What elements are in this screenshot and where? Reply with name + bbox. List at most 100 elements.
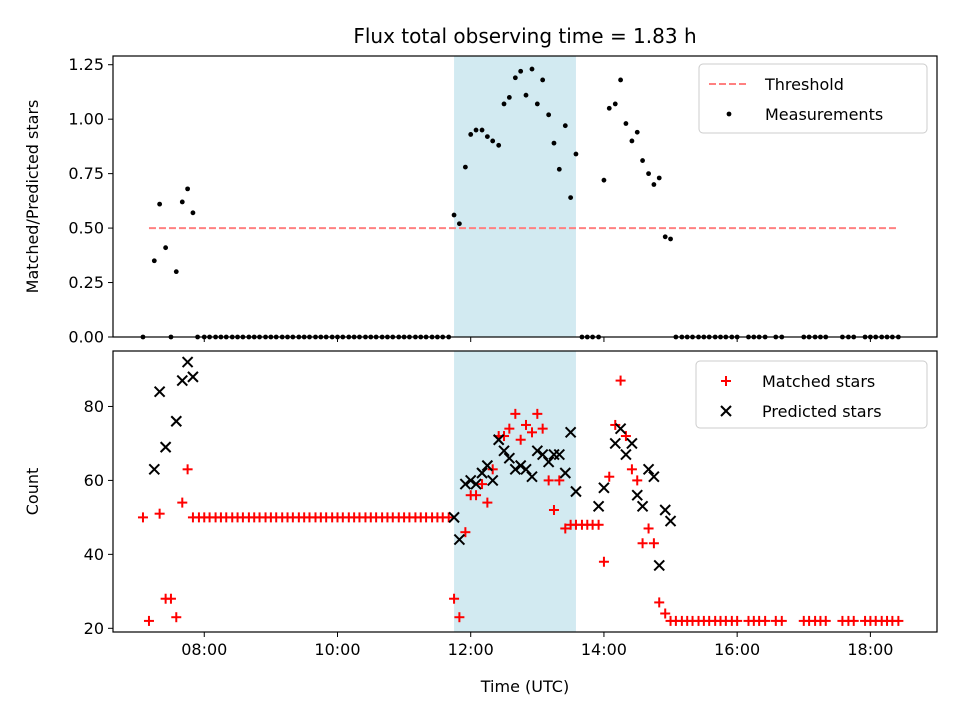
axes-frame — [112, 350, 938, 633]
data-point — [171, 612, 182, 623]
data-point — [654, 597, 665, 608]
data-point — [626, 437, 638, 450]
x-tick-label: 16:00 — [714, 640, 760, 659]
data-point — [509, 463, 522, 476]
y-tick-label: 1.25 — [68, 55, 104, 74]
y-tick-label: 0.50 — [68, 219, 104, 238]
legend: Matched stars Predicted stars — [695, 360, 928, 429]
y-tick-label: 0.25 — [68, 273, 104, 292]
data-point — [614, 422, 627, 435]
data-point — [501, 101, 507, 107]
data-point — [623, 121, 629, 126]
data-point — [534, 101, 540, 107]
data-point — [451, 212, 457, 218]
data-point — [492, 434, 505, 446]
data-point — [564, 426, 577, 439]
data-point — [520, 419, 531, 430]
data-point — [476, 467, 488, 479]
data-point — [148, 463, 161, 476]
data-point — [651, 182, 657, 187]
data-point — [559, 467, 572, 479]
series-predicted-stars — [148, 356, 677, 572]
data-point — [615, 375, 626, 386]
data-point — [526, 471, 538, 483]
data-point — [551, 140, 557, 146]
y-axis-label: Count — [23, 468, 42, 516]
data-point — [540, 77, 546, 83]
data-point — [523, 92, 529, 98]
data-point — [662, 234, 668, 240]
data-point — [159, 441, 172, 453]
data-point — [182, 464, 193, 475]
data-point — [848, 615, 859, 626]
y-tick-label: 40 — [84, 545, 104, 564]
data-point — [486, 474, 499, 487]
series-matched-stars — [137, 375, 904, 626]
data-point — [660, 608, 671, 619]
legend-marker — [721, 376, 731, 386]
observing-window-span — [454, 351, 576, 632]
data-point — [473, 127, 479, 133]
data-point — [181, 356, 194, 368]
data-point — [506, 94, 512, 100]
y-tick-label: 60 — [84, 471, 104, 490]
data-point — [531, 445, 544, 457]
x-tick-label: 08:00 — [181, 640, 227, 659]
data-point — [496, 142, 502, 148]
data-point — [631, 489, 643, 501]
data-point — [185, 186, 191, 192]
x-tick-label: 14:00 — [581, 640, 627, 659]
data-point — [170, 415, 182, 427]
data-point — [560, 523, 571, 534]
legend: Threshold Measurements — [698, 63, 928, 134]
y-tick-label: 0.00 — [68, 328, 104, 347]
data-point — [606, 105, 612, 111]
data-point — [546, 112, 552, 118]
y-tick-label: 80 — [84, 397, 104, 416]
data-point — [465, 474, 477, 487]
data-point — [556, 166, 562, 172]
data-point — [526, 427, 537, 438]
data-point — [612, 101, 618, 107]
data-point — [443, 512, 454, 523]
chart-title: Flux total observing time = 1.83 h — [353, 24, 696, 48]
data-point — [484, 134, 490, 139]
data-point — [482, 497, 493, 508]
data-point — [477, 479, 488, 490]
data-point — [512, 75, 518, 81]
legend-label: Matched stars — [762, 372, 875, 391]
data-point — [153, 385, 166, 398]
data-point — [656, 175, 662, 181]
data-point — [499, 431, 510, 442]
data-point — [460, 527, 471, 538]
legend-box — [695, 360, 928, 429]
data-point — [453, 533, 466, 546]
data-point — [529, 66, 535, 72]
data-point — [776, 615, 787, 626]
data-point — [659, 504, 671, 516]
top-panel: 0.00 0.25 0.50 0.75 1.00 1.25 Flux total obser… — [23, 24, 938, 347]
data-point — [601, 177, 607, 183]
data-point — [668, 236, 673, 242]
data-point — [518, 68, 524, 74]
data-point — [643, 523, 654, 534]
data-point — [554, 475, 565, 486]
bottom-panel: 08:00 10:00 12:00 14:00 16:00 18:00 20 40 60 80 Co… — [23, 350, 938, 696]
data-point — [610, 419, 621, 430]
data-point — [604, 471, 615, 482]
data-point — [448, 511, 460, 524]
data-point — [629, 138, 635, 144]
data-point — [626, 464, 637, 475]
data-point — [598, 482, 610, 494]
data-point — [598, 556, 609, 567]
axes-frame — [112, 55, 938, 338]
data-point — [548, 504, 559, 515]
data-point — [173, 269, 179, 275]
data-point — [498, 445, 510, 457]
data-point — [490, 138, 496, 144]
data-point — [537, 423, 548, 434]
data-point — [573, 151, 579, 157]
data-point — [553, 448, 566, 461]
data-point — [151, 258, 157, 264]
